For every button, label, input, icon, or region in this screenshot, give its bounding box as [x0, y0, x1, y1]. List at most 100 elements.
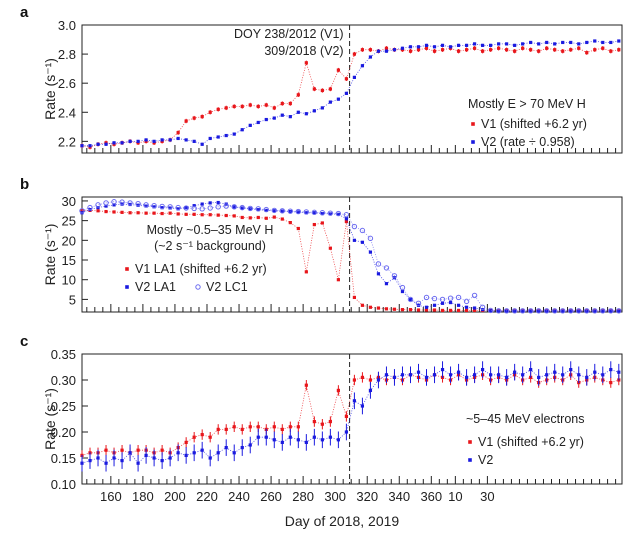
data-point [328, 435, 332, 439]
y-tick-label: 0.35 [51, 347, 76, 362]
data-point [312, 87, 316, 91]
data-point [368, 388, 373, 392]
data-point [617, 370, 621, 374]
data-point [328, 212, 332, 216]
x-tick-label: 220 [196, 489, 218, 504]
data-point [352, 295, 357, 300]
data-point [592, 308, 598, 314]
data-point [240, 206, 244, 210]
data-point [423, 294, 430, 301]
data-point [408, 49, 413, 53]
data-point [472, 306, 477, 310]
data-point [584, 308, 590, 314]
data-point [192, 435, 196, 439]
data-point [400, 308, 405, 312]
data-point [471, 292, 478, 299]
y-tick-label: 0.25 [51, 399, 76, 414]
boundary-annotation: DOY 238/2012 (V1) [234, 27, 344, 41]
data-point [416, 370, 421, 374]
data-point [191, 205, 197, 212]
data-point [464, 308, 469, 313]
data-point [160, 459, 164, 463]
data-point [336, 388, 340, 392]
data-point [264, 216, 268, 220]
data-point [216, 213, 220, 217]
data-point [136, 211, 140, 215]
data-point [199, 206, 205, 212]
data-point [513, 49, 517, 53]
boundary-annotation: 309/2018 (V2) [264, 44, 343, 58]
x-tick-label: 180 [132, 489, 154, 504]
data-point [400, 373, 405, 377]
data-point [152, 211, 156, 215]
data-point [184, 138, 188, 142]
data-point [593, 39, 597, 43]
data-point [489, 309, 493, 313]
data-point [344, 430, 348, 434]
data-point [144, 138, 148, 142]
y-tick-label: 10 [62, 273, 76, 288]
data-point [351, 223, 358, 230]
data-point [521, 46, 525, 50]
x-tick-label: 240 [228, 489, 250, 504]
data-point [175, 204, 181, 211]
data-point [320, 422, 324, 426]
data-point [320, 106, 324, 110]
data-point [80, 461, 84, 465]
data-point [480, 368, 485, 372]
data-point [184, 453, 188, 457]
data-point [543, 308, 550, 314]
data-point [336, 97, 340, 101]
legend-marker [195, 284, 201, 290]
data-point [160, 211, 164, 216]
data-point [617, 39, 621, 43]
data-point [152, 139, 156, 143]
data-point [184, 119, 188, 123]
data-point [505, 42, 509, 46]
data-point [360, 240, 365, 244]
legend-marker [468, 440, 472, 444]
data-point [256, 104, 260, 109]
data-point [120, 210, 124, 214]
data-point [600, 308, 606, 314]
y-tick-label: 0.20 [51, 425, 76, 440]
data-point [272, 106, 276, 110]
data-point [176, 207, 180, 211]
data-point [487, 307, 494, 314]
data-point [279, 208, 285, 214]
data-point [240, 427, 244, 431]
data-point [80, 144, 84, 148]
data-point [127, 200, 133, 206]
data-point [271, 207, 277, 214]
data-point [176, 212, 180, 216]
data-point [527, 308, 534, 314]
legend-item: V1 (shifted +6.2 yr) [481, 117, 587, 131]
x-tick-label: 10 [448, 489, 462, 504]
x-tick-label: 340 [388, 489, 410, 504]
data-point [480, 43, 485, 47]
data-point [200, 142, 204, 146]
data-point [240, 128, 244, 132]
data-point [256, 215, 260, 220]
data-point [320, 438, 324, 442]
legend-marker [125, 267, 129, 271]
data-point [513, 370, 517, 374]
data-point [569, 309, 573, 313]
legend-title: Mostly ~0.5–35 MeV H [147, 223, 274, 237]
data-point [479, 304, 486, 310]
data-point [280, 217, 284, 221]
data-point [319, 210, 326, 216]
data-point [439, 296, 446, 303]
data-point [585, 40, 589, 45]
data-point [247, 205, 253, 212]
data-point [432, 303, 437, 307]
data-point [529, 368, 533, 372]
data-point [272, 438, 276, 442]
data-point [521, 42, 525, 46]
data-point [511, 308, 518, 314]
data-point [168, 206, 172, 210]
data-point [264, 117, 268, 122]
data-point [328, 100, 332, 104]
data-point [95, 202, 101, 208]
data-point [489, 43, 493, 47]
